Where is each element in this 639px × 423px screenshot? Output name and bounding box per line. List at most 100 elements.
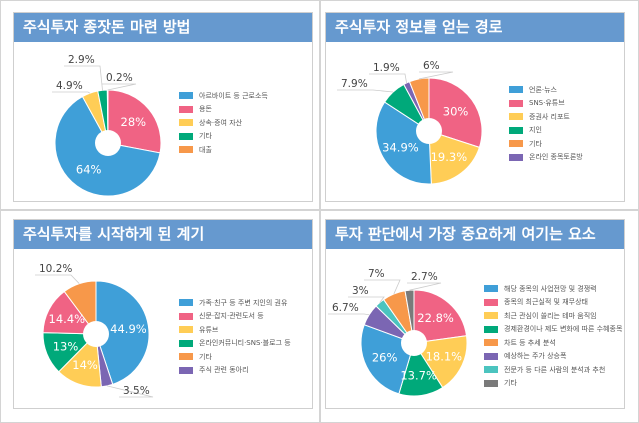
- legend-item: SNS·유튜브: [509, 97, 583, 111]
- data-label: 0.2%: [106, 72, 133, 84]
- donut-hole: [416, 118, 442, 144]
- data-label: 26%: [372, 351, 398, 365]
- chart-title: 주식투자 정보를 얻는 경로: [326, 13, 624, 42]
- pie-slice: [107, 89, 162, 154]
- legend-item: 최근 관심이 쏠리는 테마 움직임: [484, 309, 622, 323]
- leader-line: [348, 296, 385, 303]
- legend-swatch: [179, 132, 193, 140]
- legend-swatch: [179, 146, 193, 154]
- legend-label: 전문가 등 다른 사람의 분석과 추천: [504, 365, 606, 374]
- legend-label: 아르바이트 등 근로소득: [199, 91, 268, 100]
- legend-label: 기타: [504, 379, 517, 388]
- data-label: 22.8%: [417, 311, 454, 325]
- chart-title: 투자 판단에서 가장 중요하게 여기는 요소: [326, 220, 624, 249]
- pie-slice: [63, 280, 97, 336]
- legend-item: 상속·증여 자산: [179, 116, 268, 130]
- legend-label: 기타: [199, 132, 212, 141]
- data-label: 44.9%: [110, 322, 147, 336]
- legend-swatch: [484, 325, 498, 333]
- pie-slice: [360, 324, 415, 395]
- legend-item: 기타: [179, 130, 268, 144]
- leader-line: [106, 385, 154, 398]
- legend-swatch: [509, 113, 523, 121]
- legend-item: 대출: [179, 143, 268, 157]
- leader-line: [418, 71, 454, 80]
- chart-panel-3: 주식투자를 시작하게 된 계기 44.9% 3.5% 14% 13% 14.4% 10.2%…: [13, 219, 313, 409]
- data-label: 1.9%: [373, 62, 400, 74]
- legend-label: 예상하는 주가 상승폭: [504, 352, 567, 361]
- legend-swatch: [484, 339, 498, 347]
- legend-swatch: [509, 99, 523, 107]
- legend-item: 온라인 종목토론방: [509, 151, 583, 165]
- data-label: 14%: [72, 358, 98, 372]
- data-label: 2.9%: [68, 54, 95, 66]
- legend-label: 기타: [529, 139, 542, 148]
- pie-slice: [428, 77, 483, 149]
- legend-swatch: [484, 366, 498, 374]
- data-label: 13.7%: [400, 369, 437, 383]
- legend-swatch: [179, 299, 193, 307]
- pie-slice: [404, 289, 415, 344]
- legend-item: 온라인커뮤니티·SNS·블로그 등: [179, 337, 291, 351]
- legend-item: 지인: [509, 124, 583, 138]
- data-label: 28%: [121, 115, 147, 129]
- legend-item: 종목의 최근실적 및 재무상태: [484, 296, 622, 310]
- legend-item: 신문·잡지·관련도서 등: [179, 310, 291, 324]
- legend-item: 차트 등 추세 분석: [484, 336, 622, 350]
- data-label: 7%: [368, 268, 385, 280]
- donut-hole: [95, 130, 121, 156]
- data-label: 4.9%: [56, 80, 83, 92]
- legend-swatch: [509, 126, 523, 134]
- legend-swatch: [509, 140, 523, 148]
- data-label: 10.2%: [39, 263, 72, 275]
- legend-label: 최근 관심이 쏠리는 테마 움직임: [504, 311, 597, 320]
- legend-swatch: [179, 353, 193, 361]
- donut-hole: [401, 330, 427, 356]
- legend: 아르바이트 등 근로소득 용돈 상속·증여 자산 기타 대출: [179, 89, 268, 157]
- legend-item: 기타: [179, 350, 291, 364]
- data-label: 30%: [443, 105, 469, 119]
- legend-item: 아르바이트 등 근로소득: [179, 89, 268, 103]
- legend-item: 기타: [509, 137, 583, 151]
- legend-item: 언론·뉴스: [509, 83, 583, 97]
- data-label: 13%: [53, 339, 79, 353]
- legend-label: SNS·유튜브: [529, 99, 565, 108]
- legend-swatch: [179, 92, 193, 100]
- legend-label: 가족·친구 등 주변 지인의 권유: [199, 298, 288, 307]
- leader-line: [337, 89, 394, 93]
- pie-chart: 22.8% 18.1% 13.7%26% 6.7% 3% 7% 2.7%: [328, 268, 468, 397]
- pie-slice: [413, 289, 468, 344]
- leader-line: [64, 65, 103, 91]
- legend-item: 예상하는 주가 상승폭: [484, 350, 622, 364]
- legend-swatch: [509, 153, 523, 161]
- legend-swatch: [484, 379, 498, 387]
- legend-label: 종목의 최근실적 및 재무상태: [504, 298, 588, 307]
- legend-swatch: [179, 119, 193, 127]
- legend-label: 해당 종목의 사업전망 및 경쟁력: [504, 284, 597, 293]
- chart-panel-2: 주식투자 정보를 얻는 경로 30% 19.3% 34.9% 7.9% 1.9% 6% 언론·…: [325, 12, 625, 202]
- data-label: 7.9%: [341, 78, 368, 90]
- pie-chart: 28% 64% 4.9% 2.9% 0.2%: [52, 54, 162, 197]
- legend-swatch: [484, 352, 498, 360]
- legend-label: 경제환경이나 제도 변화에 따른 수혜종목: [504, 325, 623, 334]
- legend-item: 해당 종목의 사업전망 및 경쟁력: [484, 282, 622, 296]
- data-label: 3%: [352, 285, 369, 297]
- leader-line: [364, 279, 401, 295]
- data-label: 19.3%: [431, 150, 468, 164]
- legend-label: 온라인 종목토론방: [529, 153, 583, 162]
- legend-swatch: [179, 326, 193, 334]
- legend-swatch: [484, 285, 498, 293]
- legend-item: 가족·친구 등 주변 지인의 권유: [179, 296, 291, 310]
- chart-title: 주식투자를 시작하게 된 계기: [14, 220, 312, 249]
- legend-item: 유튜브: [179, 323, 291, 337]
- legend-item: 기타: [484, 377, 622, 391]
- legend-label: 상속·증여 자산: [199, 118, 243, 127]
- legend-item: 전문가 등 다른 사람의 분석과 추천: [484, 363, 622, 377]
- pie-slice: [95, 280, 150, 385]
- leader-line: [35, 274, 80, 284]
- data-label: 2.7%: [411, 271, 438, 283]
- data-label: 6.7%: [332, 302, 359, 314]
- legend-label: 언론·뉴스: [529, 85, 557, 94]
